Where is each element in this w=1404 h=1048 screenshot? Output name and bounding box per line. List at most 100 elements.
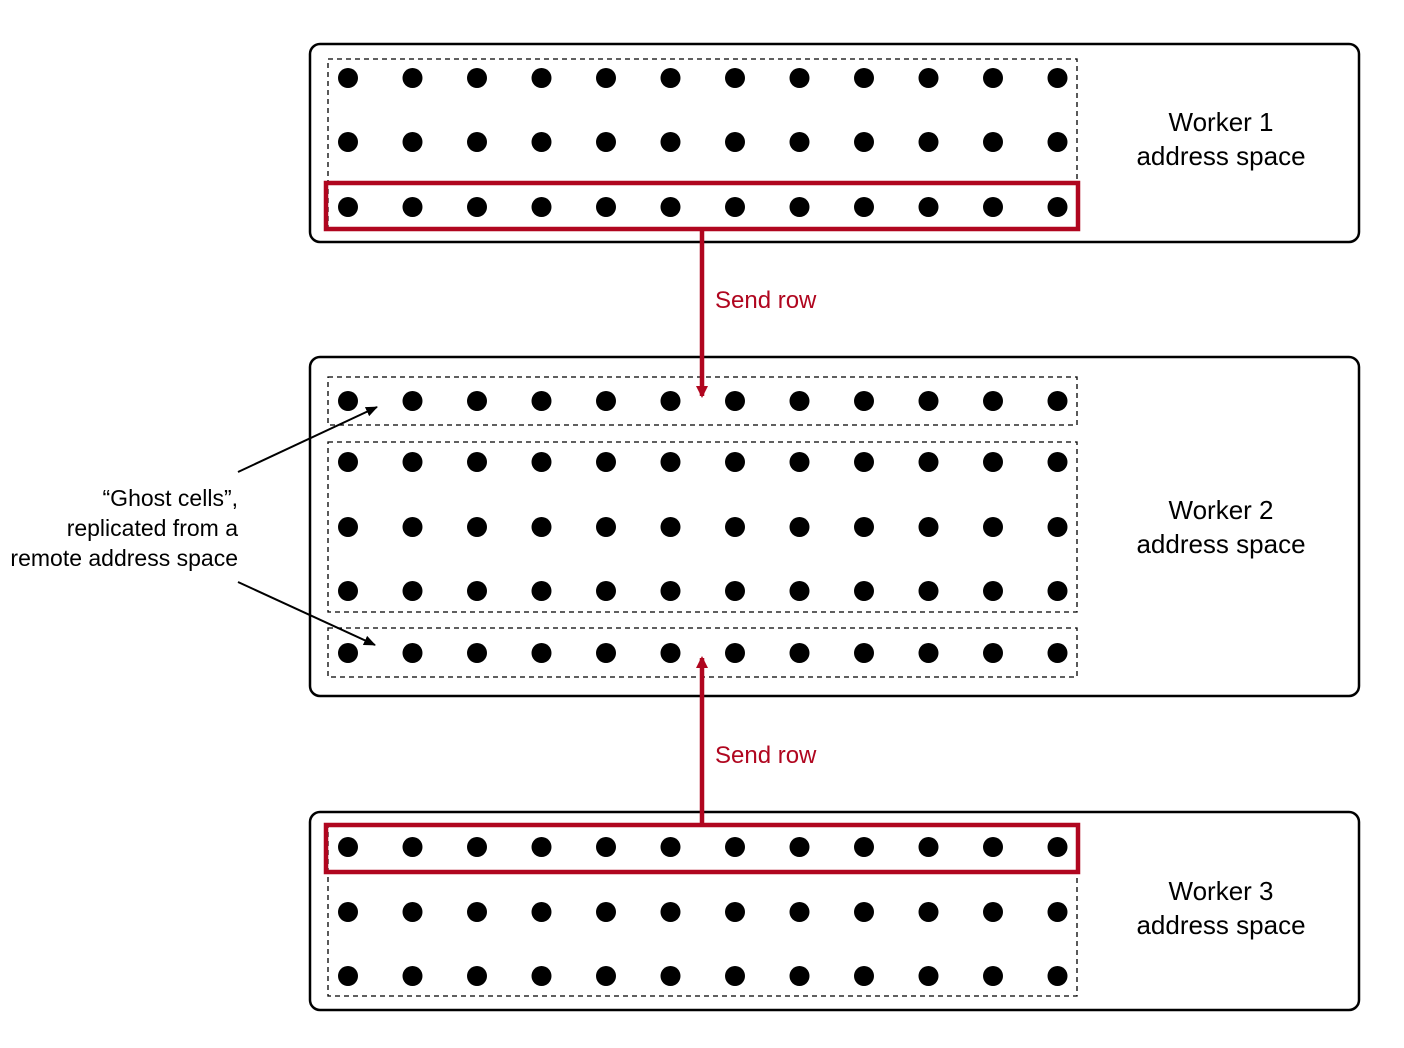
worker-2-cell-dot (338, 517, 358, 537)
worker-2-cell-dot (661, 581, 681, 601)
worker-1-cell-dot (725, 197, 745, 217)
worker-1-cell-dot (403, 68, 423, 88)
worker-3-cell-dot (467, 966, 487, 986)
worker-2-cell-dot (725, 643, 745, 663)
worker-1-cell-dot (532, 132, 552, 152)
worker-3-cell-dot (403, 837, 423, 857)
worker-3-cell-dot (919, 902, 939, 922)
worker-1-cell-dot (596, 68, 616, 88)
ghost-cells-annotation: “Ghost cells”, replicated from a remote … (10, 407, 377, 645)
worker-1-cell-dot (467, 68, 487, 88)
send-row-arrow-up: Send row (702, 658, 817, 824)
worker-1-cell-dot (983, 197, 1003, 217)
worker-2-cell-dot (532, 581, 552, 601)
worker-1-cell-dot (919, 68, 939, 88)
worker-2-cell-dot (661, 452, 681, 472)
worker-2-cell-dot (467, 452, 487, 472)
worker-3-cell-dot (467, 902, 487, 922)
worker-2-cell-dot (790, 517, 810, 537)
worker-2-cell-dot (403, 643, 423, 663)
worker-2-cell-dot (403, 452, 423, 472)
worker-1-cell-dot (596, 132, 616, 152)
worker-3-cell-dot (983, 966, 1003, 986)
worker-1-cell-dot (338, 68, 358, 88)
worker-3-dots (338, 837, 1068, 986)
worker-1-cell-dot (403, 132, 423, 152)
worker-1-cell-dot (919, 132, 939, 152)
worker-3-cell-dot (919, 966, 939, 986)
worker-2-cell-dot (725, 517, 745, 537)
worker-1-cell-dot (854, 68, 874, 88)
worker-1-cell-dot (790, 197, 810, 217)
worker-1-cell-dot (983, 68, 1003, 88)
worker-2-cell-dot (983, 643, 1003, 663)
worker-1-cell-dot (983, 132, 1003, 152)
worker-2-cell-dot (725, 391, 745, 411)
worker-1-cell-dot (467, 197, 487, 217)
worker-1-cell-dot (661, 68, 681, 88)
worker-3-cell-dot (403, 902, 423, 922)
worker-1-label-line1: Worker 1 (1169, 107, 1274, 137)
worker-3-cell-dot (790, 837, 810, 857)
worker-2-cell-dot (338, 452, 358, 472)
worker-3-cell-dot (1048, 837, 1068, 857)
worker-1-cell-dot (1048, 68, 1068, 88)
worker-2-cell-dot (790, 391, 810, 411)
worker-1-cell-dot (661, 197, 681, 217)
send-row-label-down: Send row (715, 287, 817, 314)
worker-2-cell-dot (1048, 517, 1068, 537)
worker-2-cell-dot (725, 452, 745, 472)
worker-2-cell-dot (854, 643, 874, 663)
worker-3-cell-dot (725, 966, 745, 986)
worker-2-cell-dot (725, 581, 745, 601)
worker-2-cell-dot (532, 517, 552, 537)
worker-2-cell-dot (403, 391, 423, 411)
annotation-line2: replicated from a (67, 515, 239, 541)
worker-2-dots (338, 391, 1068, 663)
worker-1-cell-dot (596, 197, 616, 217)
worker-2-cell-dot (596, 517, 616, 537)
worker-2-cell-dot (661, 643, 681, 663)
worker-2-cell-dot (983, 391, 1003, 411)
worker-3-cell-dot (983, 902, 1003, 922)
worker-3-cell-dot (725, 837, 745, 857)
worker-1-dots (338, 68, 1068, 217)
worker-2-label-line2: address space (1136, 529, 1305, 559)
worker-2-cell-dot (467, 581, 487, 601)
worker-2-cell-dot (338, 391, 358, 411)
worker-2-cell-dot (1048, 452, 1068, 472)
worker-1-owned-group (328, 59, 1077, 228)
worker-2-cell-dot (532, 391, 552, 411)
worker-3-cell-dot (725, 902, 745, 922)
worker-3-cell-dot (532, 902, 552, 922)
worker-1-cell-dot (725, 132, 745, 152)
worker-3-owned-group (328, 826, 1077, 996)
worker-1-cell-dot (725, 68, 745, 88)
worker-2-cell-dot (983, 581, 1003, 601)
worker-3-cell-dot (1048, 966, 1068, 986)
worker-1-cell-dot (661, 132, 681, 152)
worker-3-cell-dot (854, 966, 874, 986)
worker-2-cell-dot (1048, 643, 1068, 663)
worker-3-cell-dot (919, 837, 939, 857)
worker-2-cell-dot (790, 643, 810, 663)
worker-3-cell-dot (403, 966, 423, 986)
worker-3-cell-dot (596, 902, 616, 922)
worker-2-cell-dot (403, 517, 423, 537)
worker-2-cell-dot (919, 517, 939, 537)
worker-2-cell-dot (919, 643, 939, 663)
worker-1-cell-dot (790, 132, 810, 152)
worker-3-cell-dot (596, 837, 616, 857)
worker-3-label-line2: address space (1136, 910, 1305, 940)
worker-2-cell-dot (790, 581, 810, 601)
worker-1-cell-dot (403, 197, 423, 217)
worker-2-cell-dot (983, 517, 1003, 537)
worker-3-cell-dot (790, 966, 810, 986)
worker-1-cell-dot (338, 132, 358, 152)
worker-3-send-row-highlight (326, 825, 1078, 872)
worker-2-cell-dot (467, 517, 487, 537)
worker-3-cell-dot (338, 966, 358, 986)
worker-3-cell-dot (596, 966, 616, 986)
worker-2-cell-dot (919, 391, 939, 411)
worker-2-cell-dot (983, 452, 1003, 472)
